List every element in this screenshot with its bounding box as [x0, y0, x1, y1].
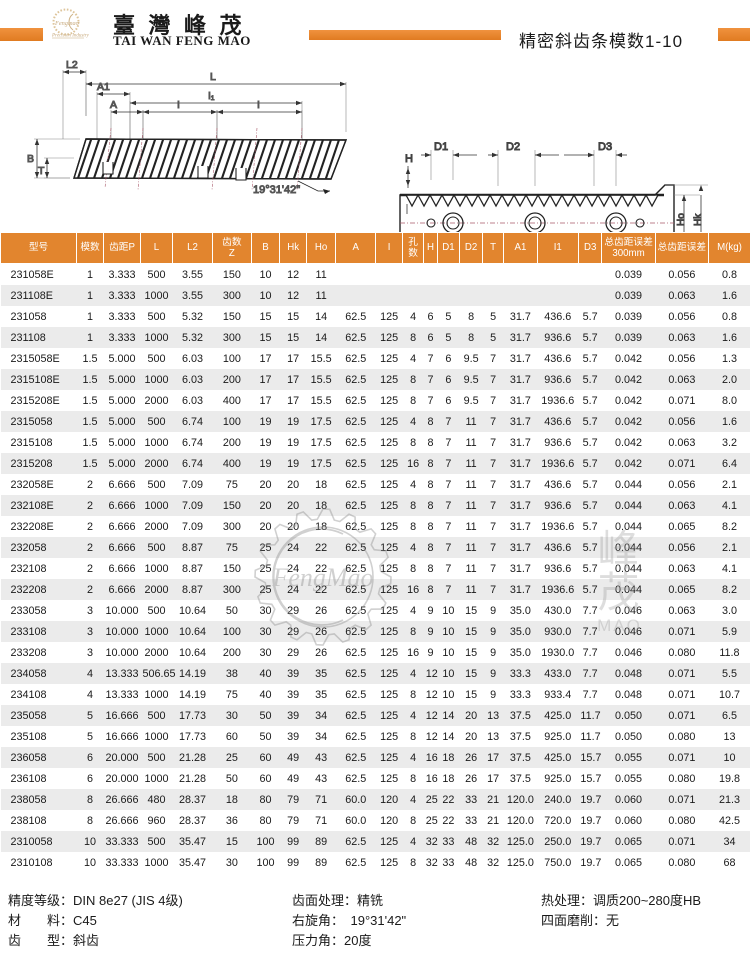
- svg-text:L2: L2: [66, 59, 78, 71]
- svg-text:A: A: [110, 99, 117, 111]
- svg-text:D1: D1: [434, 141, 448, 153]
- svg-text:B: B: [27, 153, 34, 165]
- svg-text:I₁: I₁: [208, 90, 215, 102]
- svg-text:I: I: [177, 99, 180, 111]
- svg-text:T: T: [38, 165, 45, 177]
- svg-text:Fengmao: Fengmao: [54, 20, 79, 27]
- svg-text:19°31'42": 19°31'42": [253, 184, 300, 196]
- svg-text:H: H: [405, 153, 413, 165]
- svg-text:I: I: [257, 99, 260, 111]
- svg-text:L: L: [210, 71, 216, 83]
- svg-text:A1: A1: [97, 81, 110, 93]
- svg-text:Ho: Ho: [676, 213, 687, 226]
- svg-text:D2: D2: [506, 141, 520, 153]
- svg-text:Hk: Hk: [693, 213, 704, 226]
- svg-text:D3: D3: [598, 141, 612, 153]
